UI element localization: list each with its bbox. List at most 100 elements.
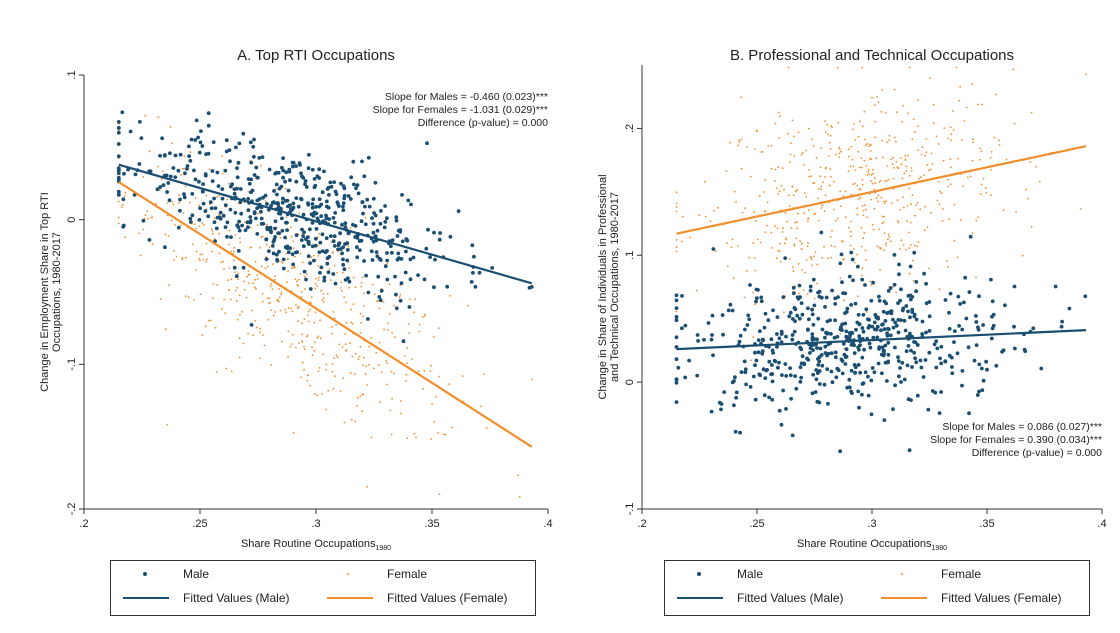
legend-b-male-label: Male (737, 567, 764, 581)
female-point (941, 219, 944, 222)
female-point (857, 135, 860, 138)
male-point (324, 204, 329, 209)
female-point (181, 167, 184, 170)
female-point (800, 242, 803, 245)
female-point (767, 145, 770, 147)
female-point (950, 166, 952, 169)
male-point (255, 175, 260, 180)
female-point (935, 135, 938, 138)
male-point (158, 153, 163, 158)
female-point (979, 158, 982, 161)
male-point (345, 258, 350, 263)
female-point (256, 274, 258, 276)
female-point (183, 167, 186, 170)
male-point (806, 306, 810, 311)
male-point (332, 180, 336, 185)
female-point (902, 244, 905, 246)
female-point (198, 204, 201, 207)
female-point (790, 142, 792, 145)
female-point (832, 180, 835, 183)
male-point (791, 285, 796, 290)
female-point (278, 288, 280, 290)
female-point (280, 260, 283, 263)
female-point (479, 405, 482, 408)
female-point (407, 323, 410, 325)
female-point (259, 357, 261, 360)
female-point (848, 226, 850, 229)
female-point (871, 96, 873, 99)
male-point (1059, 324, 1064, 329)
male-point (317, 250, 322, 255)
female-point (259, 246, 261, 249)
male-point (341, 257, 345, 262)
legend-a-female: Female (327, 567, 427, 581)
male-point (880, 345, 885, 350)
male-point (148, 169, 153, 174)
female-point (254, 260, 257, 263)
male-point (317, 204, 322, 209)
male-point (215, 170, 220, 175)
male-point (343, 221, 348, 226)
female-point (908, 187, 911, 190)
female-point (792, 270, 795, 273)
male-point (935, 346, 940, 351)
female-point (222, 260, 225, 263)
male-point (914, 360, 919, 365)
male-point (864, 307, 869, 312)
female-point (940, 192, 943, 195)
male-point (811, 322, 816, 327)
male-point (221, 213, 226, 218)
female-point (875, 197, 878, 199)
male-point (280, 200, 285, 205)
male-point (934, 365, 939, 370)
female-point (364, 217, 367, 219)
male-point (335, 200, 340, 205)
male-point (394, 306, 399, 311)
male-point (272, 189, 276, 193)
male-point (843, 355, 848, 360)
male-point (849, 250, 854, 255)
female-point (373, 293, 376, 296)
x-tick-label: .2 (637, 518, 646, 530)
male-point (847, 331, 852, 335)
male-point (203, 209, 208, 214)
female-point (949, 126, 952, 129)
male-point (897, 272, 901, 277)
male-point (356, 191, 361, 196)
female-point (333, 357, 336, 359)
female-point (221, 172, 224, 175)
male-point (283, 179, 287, 184)
male-point (956, 294, 961, 299)
female-point (243, 289, 246, 291)
male-point (377, 295, 382, 299)
female-point (259, 331, 261, 334)
male-point (814, 377, 819, 382)
male-point (259, 209, 263, 214)
male-point (128, 129, 133, 134)
female-point (291, 343, 293, 345)
female-point (211, 297, 214, 300)
male-point (203, 173, 208, 178)
female-point (211, 232, 214, 235)
male-points (674, 230, 1088, 454)
male-point (847, 385, 852, 390)
male-point (843, 321, 848, 326)
male-point (393, 274, 397, 279)
female-point (802, 164, 805, 166)
female-point (864, 259, 867, 261)
male-point (254, 165, 259, 170)
female-point (781, 231, 784, 233)
female-point (778, 250, 781, 253)
female-point (399, 400, 402, 403)
male-point (255, 232, 260, 236)
female-point (317, 236, 319, 239)
female-point (887, 238, 889, 241)
male-point (817, 382, 822, 386)
female-point (314, 341, 316, 344)
male-point (687, 358, 691, 363)
male-point (841, 341, 846, 346)
male-point (252, 154, 256, 159)
male-point (1053, 284, 1058, 289)
female-point (398, 296, 401, 299)
female-point (279, 309, 282, 312)
